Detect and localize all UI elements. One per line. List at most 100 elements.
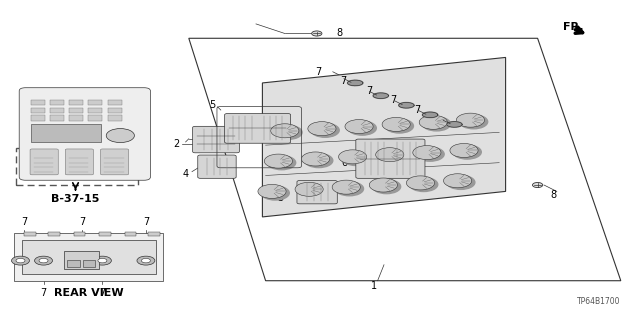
Bar [108, 108, 122, 113]
Polygon shape [262, 57, 506, 217]
Circle shape [12, 256, 29, 265]
Text: 1: 1 [371, 280, 378, 291]
Text: 7: 7 [40, 288, 47, 298]
Circle shape [332, 180, 360, 194]
Text: 7: 7 [21, 217, 28, 227]
Bar [64, 251, 99, 269]
Text: 8: 8 [550, 190, 557, 200]
Circle shape [453, 145, 481, 159]
Text: 7: 7 [366, 86, 372, 96]
Circle shape [258, 184, 286, 198]
Bar [83, 260, 95, 267]
Text: TP64B1700: TP64B1700 [577, 297, 621, 306]
Circle shape [35, 256, 52, 265]
Bar [99, 232, 111, 236]
Circle shape [406, 176, 435, 190]
Text: 7: 7 [414, 105, 420, 115]
Circle shape [261, 186, 289, 200]
Bar [24, 232, 36, 236]
FancyBboxPatch shape [297, 181, 337, 204]
Bar [69, 100, 83, 105]
Text: 7: 7 [79, 217, 85, 227]
Bar [31, 115, 45, 121]
Circle shape [106, 129, 134, 143]
Circle shape [450, 144, 478, 158]
Circle shape [376, 148, 404, 162]
Circle shape [413, 145, 441, 160]
Circle shape [342, 152, 370, 166]
Text: B-37-15: B-37-15 [51, 194, 100, 204]
Circle shape [460, 115, 488, 129]
Text: 4: 4 [182, 169, 189, 179]
Bar [16, 148, 138, 185]
Circle shape [301, 152, 330, 166]
Bar [50, 108, 64, 113]
Circle shape [416, 147, 444, 161]
FancyBboxPatch shape [193, 126, 239, 153]
Text: 7: 7 [99, 288, 106, 298]
Circle shape [264, 154, 292, 168]
Bar [88, 115, 102, 121]
Polygon shape [422, 112, 438, 118]
Circle shape [141, 258, 150, 263]
FancyBboxPatch shape [65, 149, 93, 175]
Bar [50, 115, 64, 121]
Text: 5: 5 [209, 100, 216, 110]
Bar [69, 115, 83, 121]
Circle shape [93, 256, 111, 265]
Circle shape [379, 149, 407, 163]
Bar [74, 232, 85, 236]
Polygon shape [447, 122, 462, 127]
Circle shape [308, 122, 336, 136]
Circle shape [419, 115, 447, 129]
Bar [108, 100, 122, 105]
FancyBboxPatch shape [198, 155, 236, 178]
Circle shape [271, 124, 299, 138]
Bar [48, 232, 60, 236]
Circle shape [345, 120, 373, 134]
Bar [22, 240, 156, 274]
FancyBboxPatch shape [356, 139, 425, 178]
Text: 2: 2 [173, 139, 179, 149]
Bar [108, 115, 122, 121]
Circle shape [305, 153, 333, 167]
Circle shape [16, 258, 25, 263]
Bar [31, 100, 45, 105]
Bar [148, 232, 160, 236]
FancyBboxPatch shape [30, 149, 58, 175]
Bar [88, 100, 102, 105]
Text: FR.: FR. [563, 22, 584, 32]
Bar [31, 108, 45, 113]
FancyBboxPatch shape [100, 149, 129, 175]
Circle shape [372, 180, 401, 194]
Circle shape [312, 31, 322, 36]
Circle shape [98, 258, 107, 263]
Text: 7: 7 [390, 95, 397, 106]
Polygon shape [399, 102, 414, 108]
Circle shape [137, 256, 155, 265]
Circle shape [274, 125, 302, 139]
Circle shape [532, 182, 543, 188]
Circle shape [444, 174, 472, 188]
Circle shape [369, 178, 397, 192]
Bar [67, 260, 80, 267]
Bar [14, 233, 163, 281]
Circle shape [382, 117, 410, 131]
Text: 6: 6 [341, 158, 348, 168]
Text: 7: 7 [340, 76, 347, 86]
Circle shape [295, 182, 323, 196]
Polygon shape [373, 93, 388, 99]
FancyBboxPatch shape [225, 114, 291, 143]
Circle shape [348, 121, 376, 135]
Circle shape [39, 258, 48, 263]
Text: 3: 3 [277, 193, 284, 204]
Bar [88, 108, 102, 113]
FancyBboxPatch shape [19, 88, 150, 180]
Circle shape [410, 177, 438, 191]
Text: REAR VIEW: REAR VIEW [54, 288, 124, 298]
Circle shape [339, 150, 367, 164]
Circle shape [456, 113, 484, 127]
Polygon shape [348, 80, 363, 86]
Bar [31, 124, 101, 142]
Circle shape [268, 156, 296, 170]
